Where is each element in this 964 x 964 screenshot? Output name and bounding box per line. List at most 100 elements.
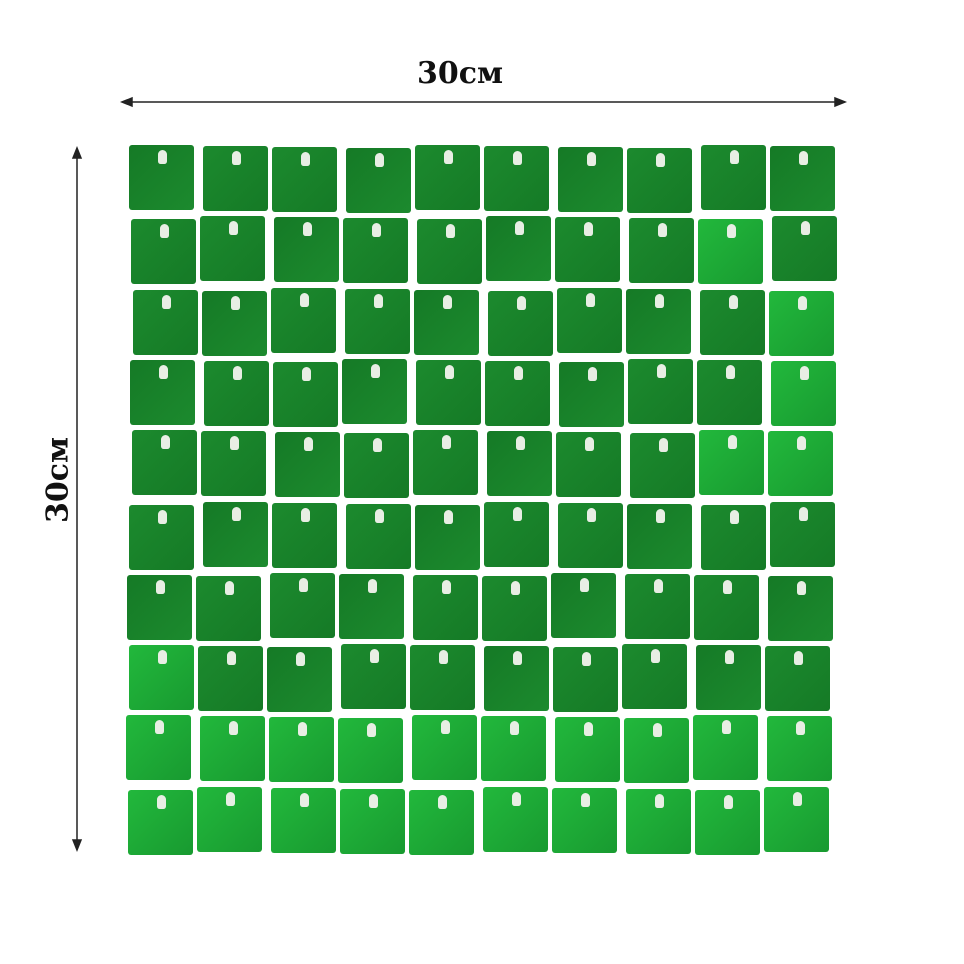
hanging-hole [231, 151, 241, 165]
hanging-hole [654, 293, 664, 308]
hanging-hole [729, 150, 739, 164]
hanging-hole [795, 721, 805, 736]
hanging-hole [725, 364, 735, 379]
hanging-hole [299, 292, 309, 307]
hanging-hole [303, 437, 313, 452]
sequin-tile [200, 716, 265, 782]
sequin-tile [481, 716, 546, 782]
sequin-tile [203, 501, 268, 567]
sequin-tile [768, 575, 833, 641]
hanging-hole [586, 152, 596, 166]
sequin-tile [484, 146, 549, 211]
sequin-tile [701, 145, 766, 210]
hanging-hole [372, 438, 382, 453]
hanging-hole [155, 579, 165, 594]
hanging-hole [581, 652, 591, 667]
hanging-hole [225, 791, 235, 806]
hanging-hole [443, 509, 453, 524]
sequin-tile [130, 359, 195, 425]
hanging-hole [515, 436, 525, 451]
sequin-tile [555, 217, 620, 283]
hanging-hole [160, 435, 170, 450]
hanging-hole [583, 722, 593, 737]
sequin-tile [417, 219, 482, 285]
hanging-hole [729, 509, 739, 524]
hanging-hole [726, 224, 736, 239]
hanging-hole [721, 720, 731, 735]
sequin-tile [484, 646, 549, 712]
hanging-hole [510, 580, 520, 595]
sequin-tile [699, 430, 764, 496]
hanging-hole [580, 792, 590, 807]
hanging-hole [727, 435, 737, 450]
sequin-tile [128, 789, 193, 855]
hanging-hole [157, 150, 167, 164]
sequin-tile [627, 148, 692, 213]
hanging-hole [229, 436, 239, 451]
hanging-hole [438, 650, 448, 665]
sequin-tile [770, 501, 835, 567]
sequin-tile [768, 431, 833, 497]
sequin-tile [559, 361, 624, 427]
sequin-tile [488, 290, 553, 356]
hanging-hole [224, 580, 234, 595]
hanging-hole [512, 151, 522, 165]
hanging-hole [445, 224, 455, 239]
hanging-hole [509, 721, 519, 736]
sequin-tile [271, 287, 336, 353]
sequin-tile [267, 647, 332, 713]
sequin-tile [200, 216, 265, 282]
hanging-hole [657, 223, 667, 238]
sequin-tile [414, 289, 479, 355]
sequin-tile [127, 574, 192, 640]
sequin-tile [555, 717, 620, 783]
hanging-hole [798, 151, 808, 165]
sequin-tile [342, 358, 407, 424]
hanging-hole [514, 221, 524, 236]
sequin-tile [701, 504, 766, 570]
sequin-tile [627, 503, 692, 569]
hanging-hole [441, 435, 451, 450]
sequin-tile [626, 788, 691, 854]
hanging-hole [796, 580, 806, 595]
sequin-tile [126, 715, 191, 781]
sequin-tile [340, 788, 405, 854]
sequin-tile [413, 574, 478, 640]
sequin-tile [343, 218, 408, 284]
hanging-hole [585, 292, 595, 307]
hanging-hole [442, 294, 452, 309]
sequin-tile [700, 289, 765, 355]
hanging-hole [793, 651, 803, 666]
sequin-tile [129, 145, 194, 210]
hanging-hole [723, 794, 733, 809]
hanging-hole [230, 295, 240, 310]
sequin-tile [698, 219, 763, 285]
width-label: 30см [416, 56, 504, 91]
hanging-hole [295, 652, 305, 667]
hanging-hole [301, 366, 311, 381]
sequin-tile [341, 644, 406, 710]
hanging-hole [298, 577, 308, 592]
sequin-tile [271, 787, 336, 853]
sequin-tile [201, 431, 266, 497]
hanging-hole [800, 221, 810, 236]
sequin-tile [413, 430, 478, 496]
hanging-hole [512, 651, 522, 666]
hanging-hole [799, 365, 809, 380]
hanging-hole [373, 293, 383, 308]
hanging-hole [368, 793, 378, 808]
sequin-tile [345, 288, 410, 354]
sequin-tile [346, 503, 411, 569]
sequin-tile [485, 360, 550, 426]
hanging-hole [157, 650, 167, 665]
sequin-tile [273, 361, 338, 427]
sequin-tile [412, 715, 477, 781]
height-label: 30см [40, 436, 76, 524]
hanging-hole [300, 507, 310, 522]
hanging-hole [226, 651, 236, 666]
sequin-tile [697, 359, 762, 425]
hanging-hole [228, 221, 238, 236]
hanging-hole [440, 720, 450, 735]
